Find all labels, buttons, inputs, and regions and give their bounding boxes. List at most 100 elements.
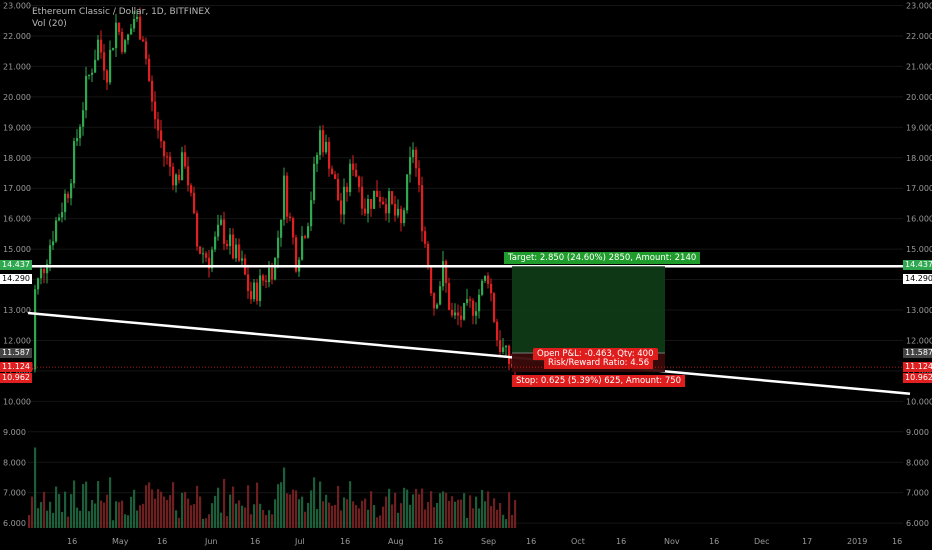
volume-bar (79, 510, 82, 528)
right-stop-price-label: 10.962 (903, 373, 932, 383)
volume-bar (64, 491, 67, 528)
candle-body (232, 234, 235, 259)
stop-label[interactable]: Stop: 0.625 (5.39%) 625, Amount: 750 (512, 375, 686, 387)
y-tick-left: 6.000 (3, 519, 26, 528)
volume-bar (304, 511, 307, 528)
candle-body (418, 168, 421, 186)
volume-bar (142, 503, 145, 528)
candle-body (397, 208, 400, 216)
volume-bar (202, 518, 205, 528)
volume-bar (100, 500, 103, 528)
volume-bar (85, 481, 88, 528)
candle-body (190, 185, 193, 193)
candle-body (31, 368, 34, 370)
candle-body (136, 16, 139, 20)
volume-bar (145, 485, 148, 528)
volume-bar (499, 502, 502, 528)
volume-bar (61, 511, 64, 528)
candle-body (121, 32, 124, 52)
volume-bar (46, 510, 49, 528)
symbol-title: Ethereum Classic / Dollar, 1D, BITFINEX (32, 7, 211, 17)
target-label[interactable]: Target: 2.850 (24.60%) 2850, Amount: 214… (504, 252, 701, 264)
x-tick: 16 (709, 537, 719, 546)
candle-body (448, 283, 451, 310)
volume-bar (403, 487, 406, 528)
candle-body (73, 141, 76, 184)
y-tick-left: 19.000 (3, 123, 31, 132)
candle-body (148, 58, 151, 81)
candle-body (79, 126, 82, 139)
candle-body (115, 22, 118, 49)
candle-body (259, 275, 262, 301)
candle-body (370, 199, 373, 209)
candle-body (196, 213, 199, 247)
volume-bar (82, 484, 85, 528)
chart-header: Ethereum Classic / Dollar, 1D, BITFINEX … (32, 6, 210, 30)
risk-reward-label[interactable]: Risk/Reward Ratio: 4.56 (544, 357, 654, 369)
candle-body (91, 72, 94, 75)
volume-bar (259, 503, 262, 528)
volume-bar (415, 488, 418, 528)
x-tick: 16 (526, 537, 536, 546)
volume-bar (94, 503, 97, 528)
candle-body (412, 149, 415, 158)
volume-bar (430, 491, 433, 528)
volume-bar (475, 496, 478, 528)
volume-bar (298, 499, 301, 528)
candle-body (304, 236, 307, 238)
candle-body (355, 169, 358, 177)
y-tick-left: 22.000 (3, 32, 31, 41)
candle-body (49, 245, 52, 265)
candle-body (310, 200, 313, 227)
candle-body (421, 185, 424, 232)
candle-body (385, 204, 388, 214)
candle-body (340, 200, 343, 215)
volume-bar (139, 505, 142, 528)
volume-bar (109, 477, 112, 528)
left-entry-price-label: 11.587 (0, 348, 32, 358)
candle-body (289, 216, 292, 219)
volume-bar (502, 514, 505, 528)
x-tick: Jul (294, 537, 305, 546)
trendline (27, 311, 911, 395)
y-tick-right: 16.000 (906, 215, 932, 224)
candle-body (391, 191, 394, 204)
candle-body (199, 246, 202, 254)
y-tick-right: 13.000 (906, 306, 932, 315)
y-tick-right: 17.000 (906, 184, 932, 193)
candle-body (226, 243, 229, 247)
volume-bar (280, 482, 283, 528)
volume-bar (472, 508, 475, 528)
candle-body (307, 226, 310, 238)
x-tick: Oct (571, 537, 585, 546)
y-tick-right: 20.000 (906, 93, 932, 102)
volume-bar (232, 486, 235, 528)
candle-body (211, 249, 214, 269)
candle-body (445, 261, 448, 284)
x-tick: 17 (802, 537, 812, 546)
y-tick-right: 6.000 (906, 519, 929, 528)
candle-body (172, 166, 175, 186)
candle-body (220, 219, 223, 225)
volume-bar (376, 517, 379, 528)
candle-body (112, 48, 115, 50)
volume-bar (91, 499, 94, 528)
candle-body (409, 157, 412, 175)
candle-body (262, 275, 265, 281)
volume-bar (58, 494, 61, 528)
candle-body (34, 289, 37, 370)
candle-body (64, 193, 67, 213)
volume-bar (103, 502, 106, 528)
volume-bar (154, 498, 157, 528)
volume-bar (88, 511, 91, 528)
candle-body (223, 219, 226, 244)
candle-body (472, 300, 475, 316)
candle-body (331, 168, 334, 175)
volume-bar (445, 492, 448, 528)
volume-bar (262, 510, 265, 528)
volume-bar (235, 503, 238, 528)
candle-body (403, 210, 406, 224)
volume-bar (337, 485, 340, 528)
